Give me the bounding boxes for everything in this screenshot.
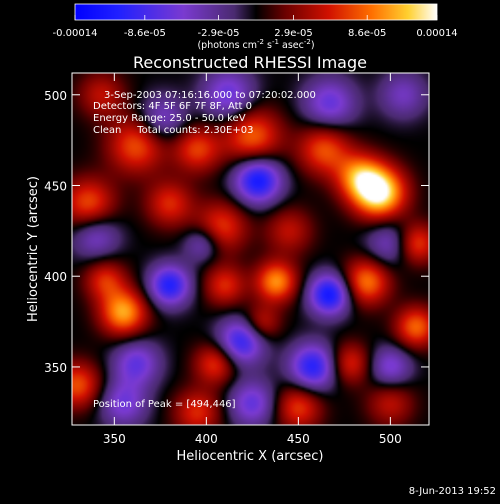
x-axis-ticks: 350 400 450 500 (103, 73, 402, 446)
colorbar-unit-label: (photons cm-2 s-1 asec-2) (197, 38, 314, 51)
colorbar-tick-label: -8.6e-05 (124, 28, 166, 39)
annotation-peak-position: Position of Peak = [494,446] (93, 399, 236, 410)
colorbar-tick-label: 2.9e-05 (274, 28, 312, 39)
x-tick-label: 350 (103, 432, 126, 446)
heatmap-image (72, 73, 429, 425)
y-axis-label: Heliocentric Y (arcsec) (26, 176, 41, 322)
colorbar-tick-label: 8.6e-05 (348, 28, 386, 39)
y-tick-label: 350 (44, 361, 67, 375)
annotation-detectors: Detectors: 4F 5F 6F 7F 8F, Att 0 (93, 101, 252, 112)
colorbar-tick-label: -0.00014 (53, 28, 98, 39)
y-tick-label: 400 (44, 270, 67, 284)
colorbar-ticks (74, 15, 438, 20)
x-tick-label: 500 (379, 432, 402, 446)
x-axis-label: Heliocentric X (arcsec) (177, 449, 324, 464)
y-tick-label: 450 (44, 179, 67, 193)
footer-timestamp: 8-Jun-2013 19:52 (409, 486, 496, 497)
plot-frame (71, 72, 430, 426)
y-tick-label: 500 (44, 89, 67, 103)
x-tick-label: 450 (287, 432, 310, 446)
x-tick-label: 400 (195, 432, 218, 446)
annotation-clean: Clean Total counts: 2.30E+03 (93, 125, 253, 136)
annotation-time-range: 3-Sep-2003 07:16:16.000 to 07:20:02.000 (104, 90, 316, 101)
y-axis-ticks: 350 400 450 500 (44, 89, 429, 375)
annotation-energy-range: Energy Range: 25.0 - 50.0 keV (93, 113, 246, 124)
colorbar-tick-labels: -0.00014 -8.6e-05 -2.9e-05 2.9e-05 8.6e-05 0.… (53, 28, 458, 39)
chart-title: Reconstructed RHESSI Image (133, 53, 367, 72)
colorbar-tick-label: 0.00014 (416, 28, 457, 39)
colorbar-tick-label: -2.9e-05 (198, 28, 240, 39)
colorbar (74, 3, 438, 21)
